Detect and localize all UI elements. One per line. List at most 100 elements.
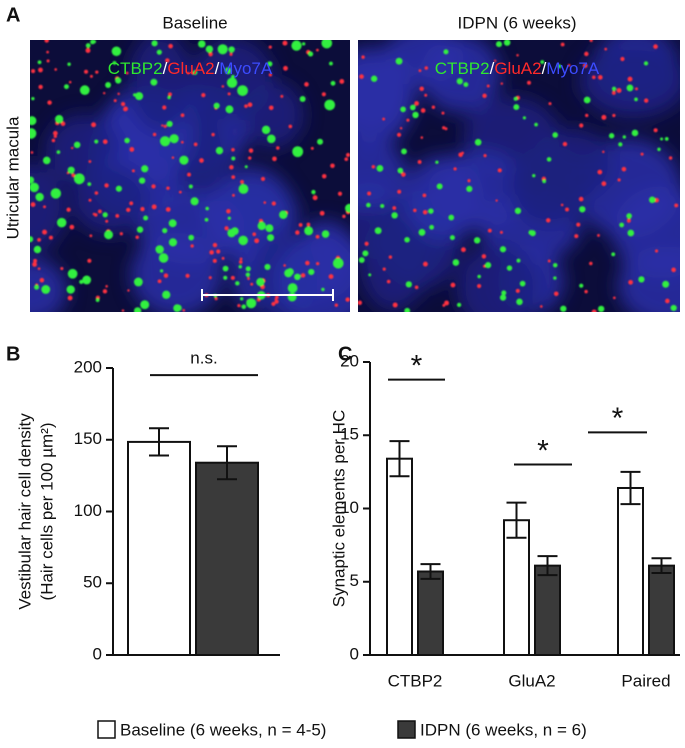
green-dot <box>256 277 265 287</box>
cell <box>359 215 427 312</box>
green-dot <box>245 266 251 272</box>
red-dot <box>216 249 221 254</box>
red-dot <box>640 152 644 156</box>
red-dot <box>151 204 157 210</box>
stain-name: CTBP2 <box>108 59 163 78</box>
green-dot <box>204 217 209 222</box>
green-dot <box>362 250 369 257</box>
puncta <box>30 40 350 312</box>
red-dot <box>644 98 649 103</box>
green-dot <box>345 203 350 213</box>
green-dot <box>435 160 439 164</box>
green-dot <box>226 77 238 88</box>
red-dot <box>37 267 41 271</box>
red-dot <box>315 234 320 239</box>
green-dot <box>328 61 333 66</box>
green-dot <box>55 115 64 124</box>
green-dot <box>428 208 434 214</box>
cell <box>71 164 150 235</box>
green-dot <box>643 61 649 66</box>
red-dot <box>84 69 89 74</box>
red-dot <box>420 108 426 113</box>
cell <box>456 243 540 312</box>
red-dot <box>272 156 277 162</box>
green-dot <box>499 294 507 301</box>
red-dot <box>589 261 593 266</box>
red-dot <box>283 65 288 71</box>
red-dot <box>420 136 424 139</box>
bar <box>386 457 413 656</box>
red-dot <box>300 273 306 278</box>
green-dot <box>291 40 302 51</box>
green-dot <box>301 42 306 46</box>
green-dot <box>397 167 404 174</box>
red-dot <box>601 181 607 187</box>
green-dot <box>162 228 168 234</box>
red-dot <box>617 178 621 182</box>
cell <box>402 155 484 242</box>
red-dot <box>345 152 350 158</box>
red-dot <box>424 93 428 97</box>
red-dot <box>238 260 243 264</box>
green-dot <box>287 292 297 302</box>
green-dot <box>553 276 557 280</box>
red-dot <box>54 68 57 71</box>
red-dot <box>271 301 276 307</box>
green-dot <box>474 138 482 146</box>
red-dot <box>654 197 659 203</box>
red-dot <box>199 158 204 163</box>
green-dot <box>136 226 144 233</box>
green-dot <box>213 102 220 109</box>
green-dot <box>30 182 39 193</box>
red-dot <box>39 277 45 283</box>
green-dot <box>162 290 171 299</box>
stain-name: Myo7A <box>546 59 600 78</box>
red-dot <box>94 213 98 217</box>
stain-name: / <box>490 59 495 78</box>
green-dot <box>374 227 382 235</box>
red-dot <box>628 279 633 285</box>
green-dot <box>261 125 271 135</box>
significance-label: n.s. <box>190 349 217 368</box>
red-dot <box>66 171 70 175</box>
red-dot <box>674 203 679 208</box>
red-dot <box>168 43 173 49</box>
red-dot <box>460 247 466 253</box>
red-dot <box>102 91 106 95</box>
green-dot <box>622 135 626 139</box>
red-dot <box>567 63 571 67</box>
green-dot <box>557 64 562 69</box>
bar <box>195 461 259 656</box>
image-title: Baseline <box>162 13 227 32</box>
green-dot <box>542 179 547 184</box>
red-dot <box>125 71 129 75</box>
red-dot <box>43 205 47 209</box>
red-dot <box>419 86 424 92</box>
green-dot <box>284 268 293 278</box>
red-dot <box>53 134 57 138</box>
green-dot <box>473 237 481 244</box>
green-dot <box>308 51 314 57</box>
red-dot <box>482 93 487 99</box>
red-dot <box>627 220 630 223</box>
red-dot <box>211 132 215 137</box>
green-dot <box>443 49 449 55</box>
green-dot <box>241 304 247 310</box>
green-dot <box>240 297 244 301</box>
red-dot <box>565 207 569 212</box>
green-dot <box>155 246 162 252</box>
red-dot <box>417 160 422 164</box>
green-dot <box>429 224 435 230</box>
red-dot <box>140 206 145 212</box>
green-dot <box>224 67 232 75</box>
red-dot <box>499 230 503 234</box>
cell <box>138 190 246 265</box>
green-dot <box>626 213 632 219</box>
red-dot <box>282 40 288 46</box>
red-dot <box>527 80 531 85</box>
red-dot <box>254 238 260 244</box>
stain-name: / <box>542 59 547 78</box>
green-dot <box>66 285 75 294</box>
y-tick-label: 150 <box>74 429 102 448</box>
red-dot <box>418 69 422 73</box>
